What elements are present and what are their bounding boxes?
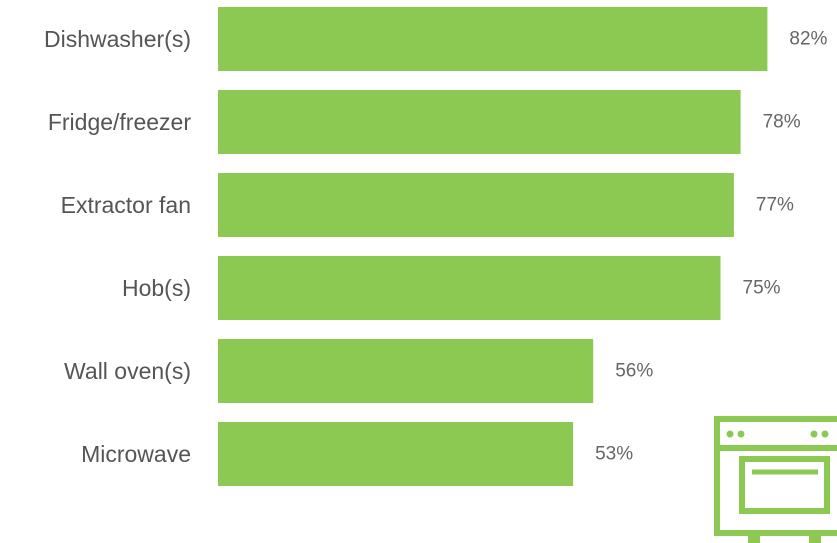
bar-4 xyxy=(218,339,594,403)
bar-3 xyxy=(218,256,721,320)
category-label-5: Microwave xyxy=(81,441,191,467)
value-label-1: 78% xyxy=(763,112,801,133)
value-label-4: 56% xyxy=(615,361,653,382)
category-label-4: Wall oven(s) xyxy=(64,358,191,384)
category-label-0: Dishwasher(s) xyxy=(44,26,191,52)
bar-2 xyxy=(218,173,734,237)
value-label-3: 75% xyxy=(743,278,781,299)
value-label-0: 82% xyxy=(789,29,827,50)
bar-5 xyxy=(218,422,574,486)
category-label-3: Hob(s) xyxy=(122,275,191,301)
category-label-2: Extractor fan xyxy=(61,192,191,218)
category-label-1: Fridge/freezer xyxy=(48,109,192,135)
bar-0 xyxy=(218,7,768,71)
value-label-2: 77% xyxy=(756,195,794,216)
bar-1 xyxy=(218,90,741,154)
oven-icon xyxy=(714,416,837,543)
value-label-5: 53% xyxy=(595,444,633,465)
